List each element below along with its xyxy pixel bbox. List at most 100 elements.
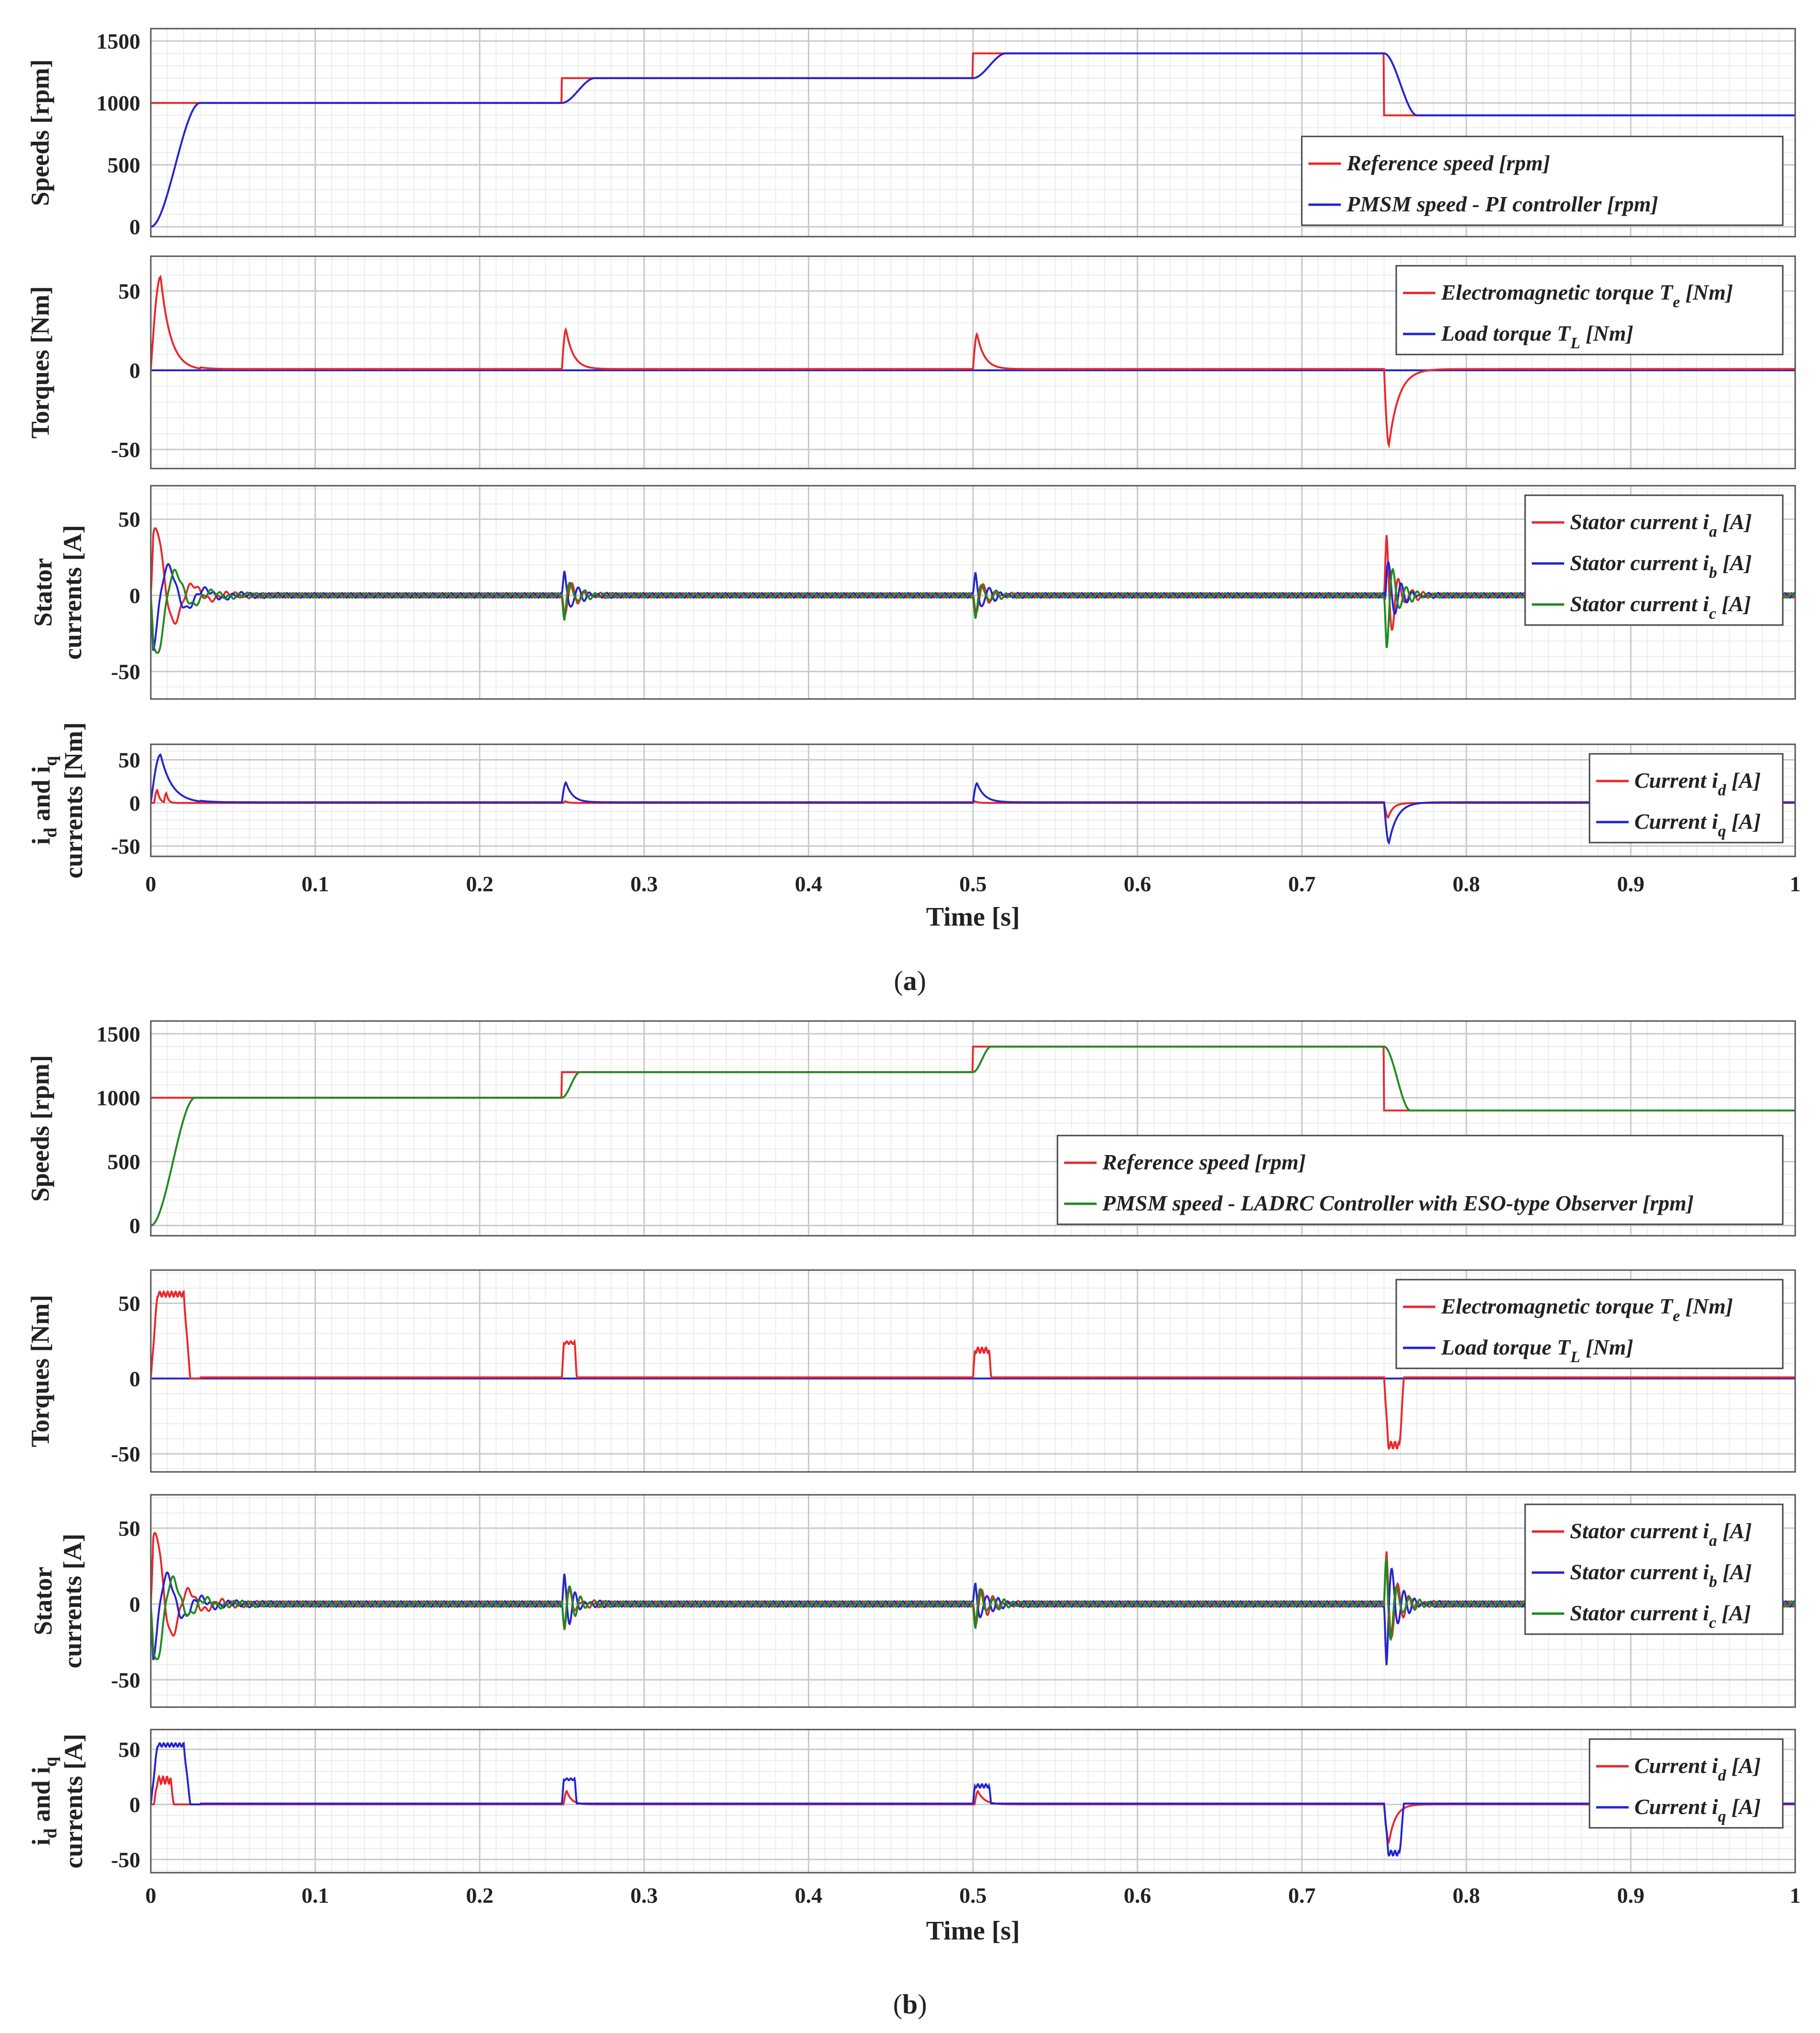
legend-unit: [A]	[1716, 592, 1751, 616]
panel-torque: -50 0 50 Torques [Nm] Electromagnetic torque…	[26, 1269, 1796, 1473]
y-tick-label: 50	[118, 1291, 140, 1315]
y-axis-label: Stator	[29, 558, 57, 627]
legend-label: Current id [A]	[1634, 1753, 1761, 1784]
legend-text: Load torque T	[1441, 1335, 1571, 1359]
legend-label: Stator current ic [A]	[1570, 592, 1751, 623]
y-tick-label: 0	[129, 358, 140, 383]
legend-text: Stator current i	[1570, 592, 1709, 616]
legend-text: Stator current i	[1570, 1560, 1709, 1584]
legend-text: Stator current i	[1570, 1519, 1709, 1543]
series-line-2	[151, 1567, 1795, 1666]
legend-text: Electromagnetic torque T	[1441, 1294, 1674, 1318]
series-line-2	[151, 52, 1795, 228]
legend-label: Current iq [A]	[1634, 1794, 1761, 1825]
axes-frame	[150, 485, 1796, 700]
x-axis-label: Time [s]	[926, 902, 1020, 932]
panel-stator: -50 0 50 Stator currents [A] Stator current i…	[29, 1494, 1796, 1708]
series-line-2	[151, 561, 1795, 651]
legend-subscript: c	[1709, 1614, 1716, 1632]
y-tick-label: -50	[111, 834, 140, 858]
x-tick-label: 0.7	[1288, 1883, 1316, 1908]
x-tick-label: 0.4	[795, 872, 823, 896]
legend-label: PMSM speed - LADRC Controller with ESO-t…	[1102, 1191, 1694, 1215]
legend-label: Load torque TL [Nm]	[1441, 1335, 1633, 1366]
legend-unit: [Nm]	[1580, 1335, 1633, 1359]
legend-box	[1589, 1738, 1784, 1829]
legend: Reference speed [rpm] PMSM speed - LADRC …	[1056, 1135, 1784, 1225]
legend-box	[1395, 1279, 1784, 1369]
x-tick-label: 0	[146, 872, 157, 896]
y-axis-label: Torques [Nm]	[26, 286, 54, 439]
y-tick-label: 0	[129, 791, 140, 815]
legend: Stator current ia [A]Stator current ib […	[1524, 494, 1784, 626]
legend-text: Current i	[1634, 1794, 1718, 1819]
axes-frame	[150, 1020, 1796, 1237]
x-tick-label: 0.6	[1124, 1883, 1151, 1908]
legend-label: Stator current ic [A]	[1570, 1601, 1751, 1632]
x-axis-label: Time [s]	[926, 1916, 1020, 1946]
caption-letter: a	[903, 965, 917, 996]
legend-subscript: e	[1673, 1307, 1680, 1325]
y-tick-label: -50	[111, 438, 140, 462]
legend-subscript: a	[1709, 523, 1717, 541]
legend: Current id [A] Current iq [A]	[1589, 753, 1784, 844]
legend-text: PMSM speed - LADRC Controller with ESO-t…	[1102, 1191, 1694, 1215]
legend-label: Reference speed [rpm]	[1102, 1150, 1306, 1174]
legend: Reference speed [rpm] PMSM speed - PI con…	[1301, 136, 1784, 226]
caption-open: (	[893, 1989, 902, 2020]
x-tick-label: 0.1	[302, 872, 329, 896]
y-tick-label: 0	[129, 1214, 140, 1238]
legend-subscript: q	[1718, 1808, 1726, 1825]
legend-subscript: q	[1718, 823, 1726, 840]
y-tick-label: 50	[118, 507, 140, 532]
legend-unit: [A]	[1717, 1519, 1752, 1543]
axes-frame	[150, 743, 1796, 857]
y-tick-label: -50	[111, 1668, 140, 1692]
x-tick-label: 0.5	[959, 1883, 987, 1908]
axes-frame	[150, 1269, 1796, 1473]
legend-box	[1056, 1135, 1784, 1225]
y-tick-label: 0	[129, 1793, 140, 1817]
legend-subscript: d	[1718, 782, 1726, 799]
legend-text: Current i	[1634, 1753, 1718, 1778]
x-tick-label: 1	[1790, 872, 1801, 896]
legend-text: Reference speed [rpm]	[1346, 151, 1550, 175]
legend-text: Stator current i	[1570, 510, 1709, 534]
y-tick-label: 1500	[96, 29, 140, 53]
legend-box	[1589, 753, 1784, 844]
legend-text: Electromagnetic torque T	[1441, 280, 1674, 304]
legend-label: Current iq [A]	[1634, 809, 1761, 840]
series-line-1	[151, 275, 1795, 449]
legend-label: Reference speed [rpm]	[1346, 151, 1550, 175]
y-tick-label: 50	[118, 1516, 140, 1541]
y-tick-label: -50	[111, 1847, 140, 1872]
y-axis-label-part: q	[41, 756, 61, 766]
legend-unit: [A]	[1726, 768, 1761, 792]
x-tick-label: 0.7	[1288, 872, 1316, 896]
legend-label: Current id [A]	[1634, 768, 1761, 799]
legend: Electromagnetic torque Te [Nm]Load torqu…	[1395, 265, 1784, 355]
legend-subscript: e	[1673, 293, 1680, 311]
y-tick-label: 1000	[96, 1086, 140, 1110]
x-tick-label: 0.2	[466, 1883, 493, 1908]
axes-frame	[150, 255, 1796, 469]
y-axis-label-part: and i	[27, 766, 55, 827]
legend-subscript: L	[1570, 1348, 1580, 1366]
legend: Electromagnetic torque Te [Nm]Load torqu…	[1395, 1279, 1784, 1369]
y-axis-label: id and iq	[27, 756, 61, 844]
legend-subscript: b	[1709, 1573, 1717, 1591]
series-line-1	[151, 1532, 1795, 1638]
legend-label: Electromagnetic torque Te [Nm]	[1441, 280, 1733, 311]
panel-speed: 0 500 1000 1500 Speeds [rpm] Reference speed …	[26, 28, 1796, 239]
legend-box	[1524, 1503, 1784, 1635]
legend: Current id [A] Current iq [A]	[1589, 1738, 1784, 1829]
y-axis-label: currents [Nm]	[59, 722, 88, 878]
y-tick-label: 1500	[96, 1022, 140, 1046]
y-tick-label: 50	[118, 748, 140, 772]
y-axis-label: Torques [Nm]	[26, 1295, 54, 1448]
legend-label: Stator current ia [A]	[1570, 510, 1752, 541]
legend-label: Stator current ib [A]	[1570, 1560, 1752, 1591]
legend-label: Stator current ib [A]	[1570, 551, 1752, 582]
